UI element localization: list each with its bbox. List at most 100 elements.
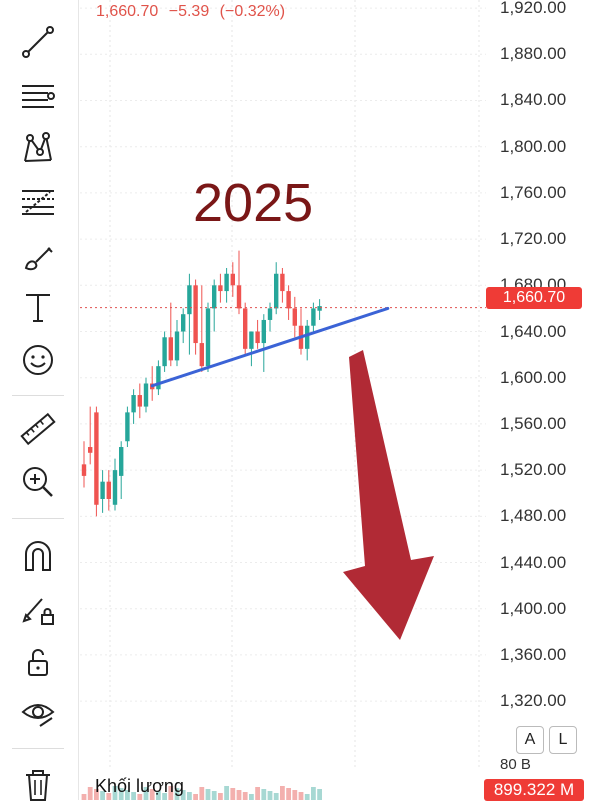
toolbar-divider	[12, 748, 64, 749]
volume-scale-label: 80 B	[500, 756, 531, 773]
candle	[187, 273, 192, 355]
horizontal-lines-icon[interactable]	[14, 72, 62, 120]
volume-bar	[125, 790, 130, 800]
candle	[274, 262, 279, 315]
candle	[150, 366, 155, 401]
last-price: 1,660.70	[96, 3, 159, 20]
candle-body	[317, 306, 322, 311]
candle	[193, 279, 198, 355]
candle	[137, 383, 142, 419]
emoji-icon[interactable]	[14, 336, 62, 384]
eye-icon[interactable]	[14, 688, 62, 736]
ruler-icon[interactable]	[14, 405, 62, 453]
log-scale-button[interactable]: L	[549, 726, 577, 754]
candle	[261, 314, 266, 372]
volume-pane-title: Khối lượng	[95, 776, 184, 796]
candle-body	[224, 273, 229, 292]
volume-bar	[273, 793, 279, 800]
volume-bar	[87, 787, 93, 800]
price-axis-label: 1,560.00	[500, 413, 567, 433]
year-text-annotation[interactable]: 2025	[193, 173, 314, 233]
candle-body	[143, 383, 149, 407]
volume-bar	[106, 793, 112, 800]
volume-bar	[261, 789, 267, 800]
candle-body	[193, 285, 198, 344]
candle-body	[249, 331, 254, 349]
volume-bar	[112, 786, 118, 800]
volume-bar	[149, 789, 155, 800]
price-axis-label: 1,600.00	[500, 367, 567, 387]
volume-bar	[286, 788, 291, 800]
volume-bar	[187, 792, 192, 800]
price-change: −5.39	[168, 3, 210, 20]
candle-body	[174, 331, 180, 361]
candle-body	[292, 308, 297, 326]
volume-bar	[100, 791, 105, 800]
candle-body	[267, 308, 273, 320]
candle	[156, 360, 161, 396]
candle	[81, 441, 87, 488]
candle	[280, 267, 285, 303]
unlock-icon[interactable]	[14, 638, 62, 686]
volume-bar	[267, 791, 273, 800]
volume-bar	[180, 790, 186, 800]
candle-body	[137, 395, 142, 407]
drawing-toolbar	[0, 0, 79, 801]
volume-bar	[224, 786, 229, 800]
candle	[243, 302, 248, 355]
candle	[168, 302, 173, 367]
lock-drawing-icon[interactable]	[14, 585, 62, 633]
candle-body	[230, 273, 235, 286]
trash-icon[interactable]	[14, 760, 62, 808]
auto-scale-button[interactable]: A	[516, 726, 544, 754]
trend-line-icon[interactable]	[14, 18, 62, 66]
candle-body	[187, 285, 192, 315]
candle-body	[81, 464, 87, 476]
candle-body	[261, 319, 266, 344]
price-axis-label: 1,320.00	[500, 691, 567, 711]
toolbar-divider	[12, 518, 64, 519]
candle	[230, 262, 235, 297]
down-arrow-annotation[interactable]	[343, 350, 434, 640]
price-axis-label: 1,880.00	[500, 44, 567, 64]
volume-bar	[174, 788, 180, 800]
candle-body	[88, 447, 93, 453]
candle-body	[311, 308, 316, 326]
toolbar-divider	[12, 395, 64, 396]
volume-bar	[218, 793, 223, 800]
fib-retracement-icon[interactable]	[14, 178, 62, 226]
candle	[305, 319, 310, 361]
price-header: 1,660.70 −5.39 (−0.32%)	[96, 3, 291, 21]
candle	[298, 308, 304, 355]
zoom-in-icon[interactable]	[14, 458, 62, 506]
price-axis-label: 1,920.00	[500, 0, 567, 18]
candle	[199, 285, 204, 372]
brush-icon[interactable]	[14, 232, 62, 280]
text-icon[interactable]	[14, 283, 62, 331]
volume-bar	[168, 786, 174, 800]
candle-body	[125, 412, 130, 442]
candle	[218, 273, 223, 303]
candle-body	[199, 343, 204, 367]
volume-bar	[199, 787, 205, 800]
price-axis-label: 1,760.00	[500, 182, 567, 202]
candle	[131, 389, 136, 424]
price-axis-label: 1,840.00	[500, 90, 567, 110]
price-change-percent: (−0.32%)	[219, 3, 286, 20]
magnet-icon[interactable]	[14, 532, 62, 580]
candle	[292, 296, 297, 338]
current-price-tag: 1,660.70	[486, 287, 582, 309]
candle-body	[100, 481, 105, 499]
candle	[286, 285, 291, 320]
candle	[224, 267, 229, 303]
pattern-icon[interactable]	[14, 124, 62, 172]
support-trendline[interactable]	[150, 306, 390, 388]
candle	[205, 302, 211, 372]
volume-bar	[211, 791, 217, 800]
volume-bar	[156, 791, 161, 800]
volume-bar	[94, 789, 99, 800]
candle-body	[119, 447, 124, 476]
volume-bar	[317, 789, 322, 800]
candle	[249, 331, 254, 367]
